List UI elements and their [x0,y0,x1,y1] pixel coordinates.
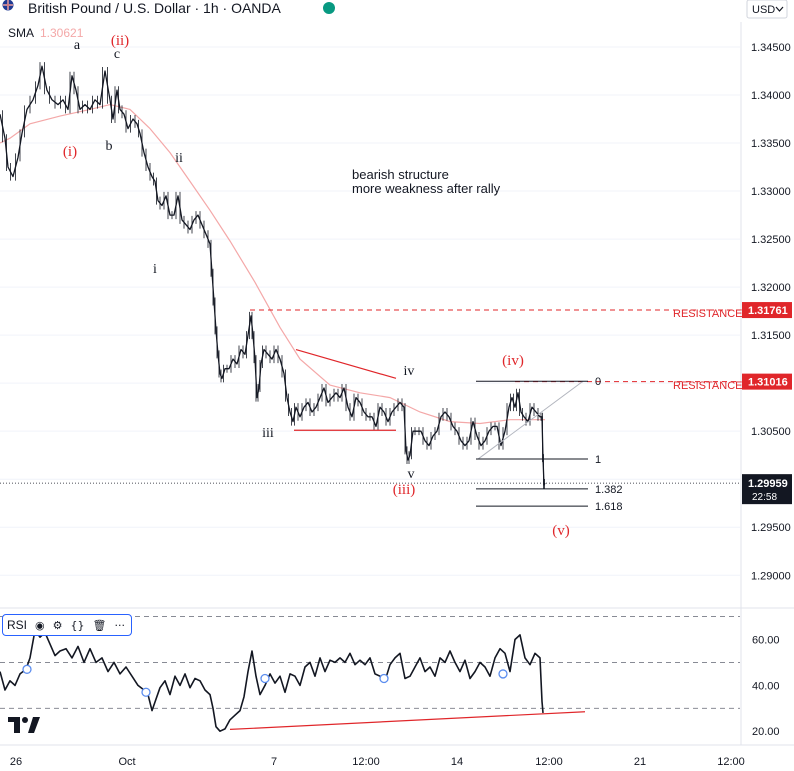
channel-line [295,348,397,379]
rsi-tick-label: 60.00 [752,635,780,647]
divergence-marker [379,673,389,684]
fib-fan-line [477,380,584,460]
price-line [0,65,546,486]
divergence-marker [141,687,151,697]
sma-layer [0,103,545,425]
market-status-icon [323,2,335,14]
last-price-label: 1.29959 [748,478,788,490]
flag-icon [2,0,14,11]
chart-header: British Pound / U.S. Dollar · 1h · OANDA… [2,0,335,40]
wave-label: (v) [552,523,570,539]
chevron-down-icon [775,6,784,12]
countdown-label: 22:58 [752,492,777,503]
y-tick-label: 1.29500 [751,522,791,534]
y-tick-label: 1.34500 [751,42,791,54]
drawings-layer: 0 1 1.382 1.618 [0,309,740,513]
fib-level-label: 0 [595,376,601,388]
y-tick-label: 1.32000 [751,282,791,294]
x-tick-label: 12:00 [717,756,745,768]
more-icon[interactable]: ··· [114,618,125,632]
resistance-label-1: RESISTANCE [673,308,742,320]
rsi-layer [0,629,586,733]
wave-label: (iii) [393,482,416,498]
x-tick-label: 12:00 [352,756,380,768]
fib-level-label: 1.382 [595,484,623,496]
x-tick-label: Oct [118,756,135,768]
y-tick-label: 1.29000 [751,570,791,582]
trash-icon[interactable]: 🗑 [92,618,107,632]
sma-line [0,103,545,425]
time-axis[interactable]: 26 Oct 7 12:00 14 12:00 21 12:00 [10,756,745,768]
indicator-value: 1.30621 [40,26,84,40]
resistance-badge [742,302,792,319]
source-code-icon[interactable]: {} [70,618,85,632]
wave-label: iv [404,364,415,379]
resistance-badge-label: 1.31016 [748,377,788,389]
resistance-badge-label: 1.31761 [748,305,788,317]
wave-label: (ii) [111,33,129,49]
fib-level-label: 1.618 [595,501,623,513]
y-tick-label: 1.33500 [751,138,791,150]
wave-label: b [106,139,113,154]
rsi-toolbar: RSI ◉ ⚙ {} 🗑 ··· [2,614,132,636]
wave-label: v [408,467,415,482]
x-tick-label: 21 [634,756,646,768]
currency-button[interactable]: USD [746,0,788,19]
divergence-marker [22,664,32,674]
tradingview-logo [8,717,40,733]
rsi-guides [0,616,740,709]
chart-title: British Pound / U.S. Dollar · 1h · OANDA [28,0,282,16]
currency-label: USD [752,4,775,16]
divergence-marker [260,673,270,684]
y-tick-label: 1.31500 [751,330,791,342]
rsi-line [0,629,544,733]
resistance-label-2: RESISTANCE [673,380,742,392]
wave-label: ii [175,151,183,166]
wave-label: i [153,262,157,277]
rsi-trendline [229,711,586,731]
y-tick-label: 1.30500 [751,426,791,438]
settings-icon[interactable]: ⚙ [52,618,63,632]
note-line-1: bearish structure [352,167,449,182]
y-tick-label: 1.33000 [751,186,791,198]
price-layer [0,62,546,489]
note-line-2: more weakness after rally [352,181,501,196]
wave-label: a [74,38,81,53]
last-price-badge [742,474,792,505]
x-tick-label: 26 [10,756,22,768]
price-grid [0,46,740,576]
x-tick-label: 7 [271,756,277,768]
y-tick-label: 1.34000 [751,90,791,102]
rsi-axis: 60.00 40.00 20.00 [752,635,780,739]
rsi-tick-label: 40.00 [752,680,780,692]
eye-icon[interactable]: ◉ [35,618,45,632]
y-tick-label: 1.32500 [751,234,791,246]
wave-label: iii [262,426,274,441]
wave-label: c [114,47,120,62]
wave-label: (iv) [502,353,524,369]
divergence-marker [498,669,508,679]
x-tick-label: 14 [451,756,463,768]
rsi-tick-label: 20.00 [752,726,780,738]
indicator-label: SMA [8,26,34,40]
x-tick-label: 12:00 [535,756,563,768]
wave-label: (i) [63,144,77,160]
fib-level-label: 1 [595,454,601,466]
price-badges: 1.31761 1.31016 1.29959 22:58 [742,302,792,505]
analysis-note: bearish structure more weakness after ra… [352,167,501,196]
resistance-badge [742,373,792,390]
rsi-label: RSI [7,618,28,632]
